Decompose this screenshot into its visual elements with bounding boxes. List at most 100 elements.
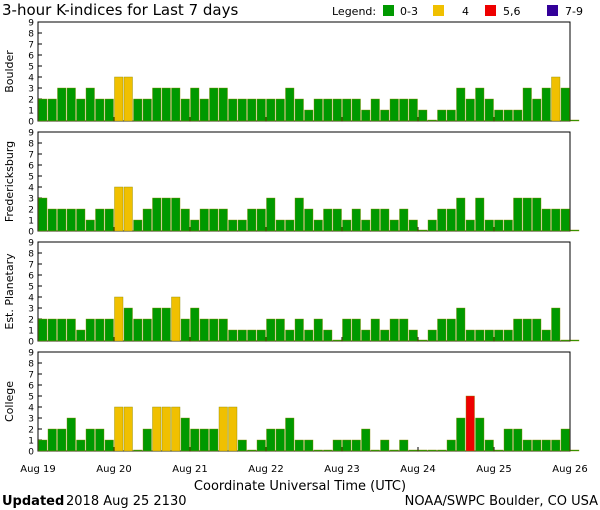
panels: 0123456789Boulder0123456789Fredericksbur… [3,19,580,458]
chart-title: 3-hour K-indices for Last 7 days [2,1,238,19]
y-tick-label: 0 [28,338,34,348]
x-tick-label: Aug 25 [476,464,511,475]
bar [266,197,276,232]
bar [560,87,570,122]
updated-value: 2018 Aug 25 2130 [66,494,187,509]
x-tick-label: Aug 24 [400,464,435,475]
bar [513,197,523,232]
bar [503,219,513,232]
bar [152,406,162,452]
bar [199,98,209,122]
y-tick-label: 3 [28,195,34,205]
bar [522,439,532,452]
legend-swatch-0-3 [383,5,394,16]
bar [171,197,181,232]
bar [370,208,380,232]
bar [323,449,333,452]
bar [228,98,238,122]
panel-label: College [3,381,16,422]
bar [228,219,238,232]
bar [370,449,380,452]
bar [237,439,247,452]
x-axis-label: Coordinate Universal Time (UTC) [194,479,406,494]
bar [522,318,532,342]
bar [313,98,323,122]
y-tick-label: 5 [28,283,34,293]
bar [389,219,399,232]
bar [266,98,276,122]
panel-frame [37,131,571,232]
bar [180,318,190,342]
y-tick-label: 8 [28,360,34,370]
bar [418,339,428,342]
bar [76,208,86,232]
bar [475,197,485,232]
bar [237,329,247,342]
bar [484,219,494,232]
x-tick-label: Aug 22 [248,464,283,475]
bar [142,318,152,342]
y-tick-label: 0 [28,228,34,238]
bar [190,307,200,342]
bar [541,439,551,452]
bar [256,208,266,232]
y-tick-label: 6 [28,162,34,172]
bar [123,76,133,122]
bar [332,98,342,122]
bar [418,449,428,452]
y-tick-label: 8 [28,30,34,40]
bar [114,296,124,342]
bar [114,76,124,122]
bar [38,197,48,232]
bar [503,329,513,342]
y-tick-label: 5 [28,63,34,73]
bar [437,318,447,342]
bar [532,98,542,122]
bar [513,428,523,452]
x-tick-label: Aug 19 [20,464,55,475]
legend-swatch-4 [433,5,444,16]
bar [503,109,513,122]
bar [427,449,437,452]
bar [275,98,285,122]
bar [285,417,295,452]
bar [304,109,314,122]
y-tick-label: 0 [28,448,34,458]
bar [399,98,409,122]
bar [342,318,352,342]
bar [465,219,475,232]
bar [304,329,314,342]
bar [503,428,513,452]
bar [218,318,228,342]
bar [76,329,86,342]
bar [161,406,171,452]
bar [209,318,219,342]
bar [465,395,475,452]
bar [389,98,399,122]
bar [114,186,124,232]
bar [133,98,143,122]
bar [218,406,228,452]
panel-frame [37,21,571,122]
bar [152,197,162,232]
bar [370,318,380,342]
bar [199,318,209,342]
y-tick-label: 9 [28,349,34,359]
bar [541,87,551,122]
bar [427,219,437,232]
bar [513,318,523,342]
y-tick-label: 5 [28,393,34,403]
y-tick-label: 8 [28,140,34,150]
panel-frame [37,241,571,342]
y-tick-label: 4 [28,404,34,414]
bar [313,449,323,452]
y-tick-label: 7 [28,151,34,161]
bar [294,98,304,122]
bar [560,428,570,452]
y-tick-label: 8 [28,250,34,260]
bar [475,87,485,122]
bar [152,87,162,122]
bar [494,329,504,342]
bar [465,98,475,122]
